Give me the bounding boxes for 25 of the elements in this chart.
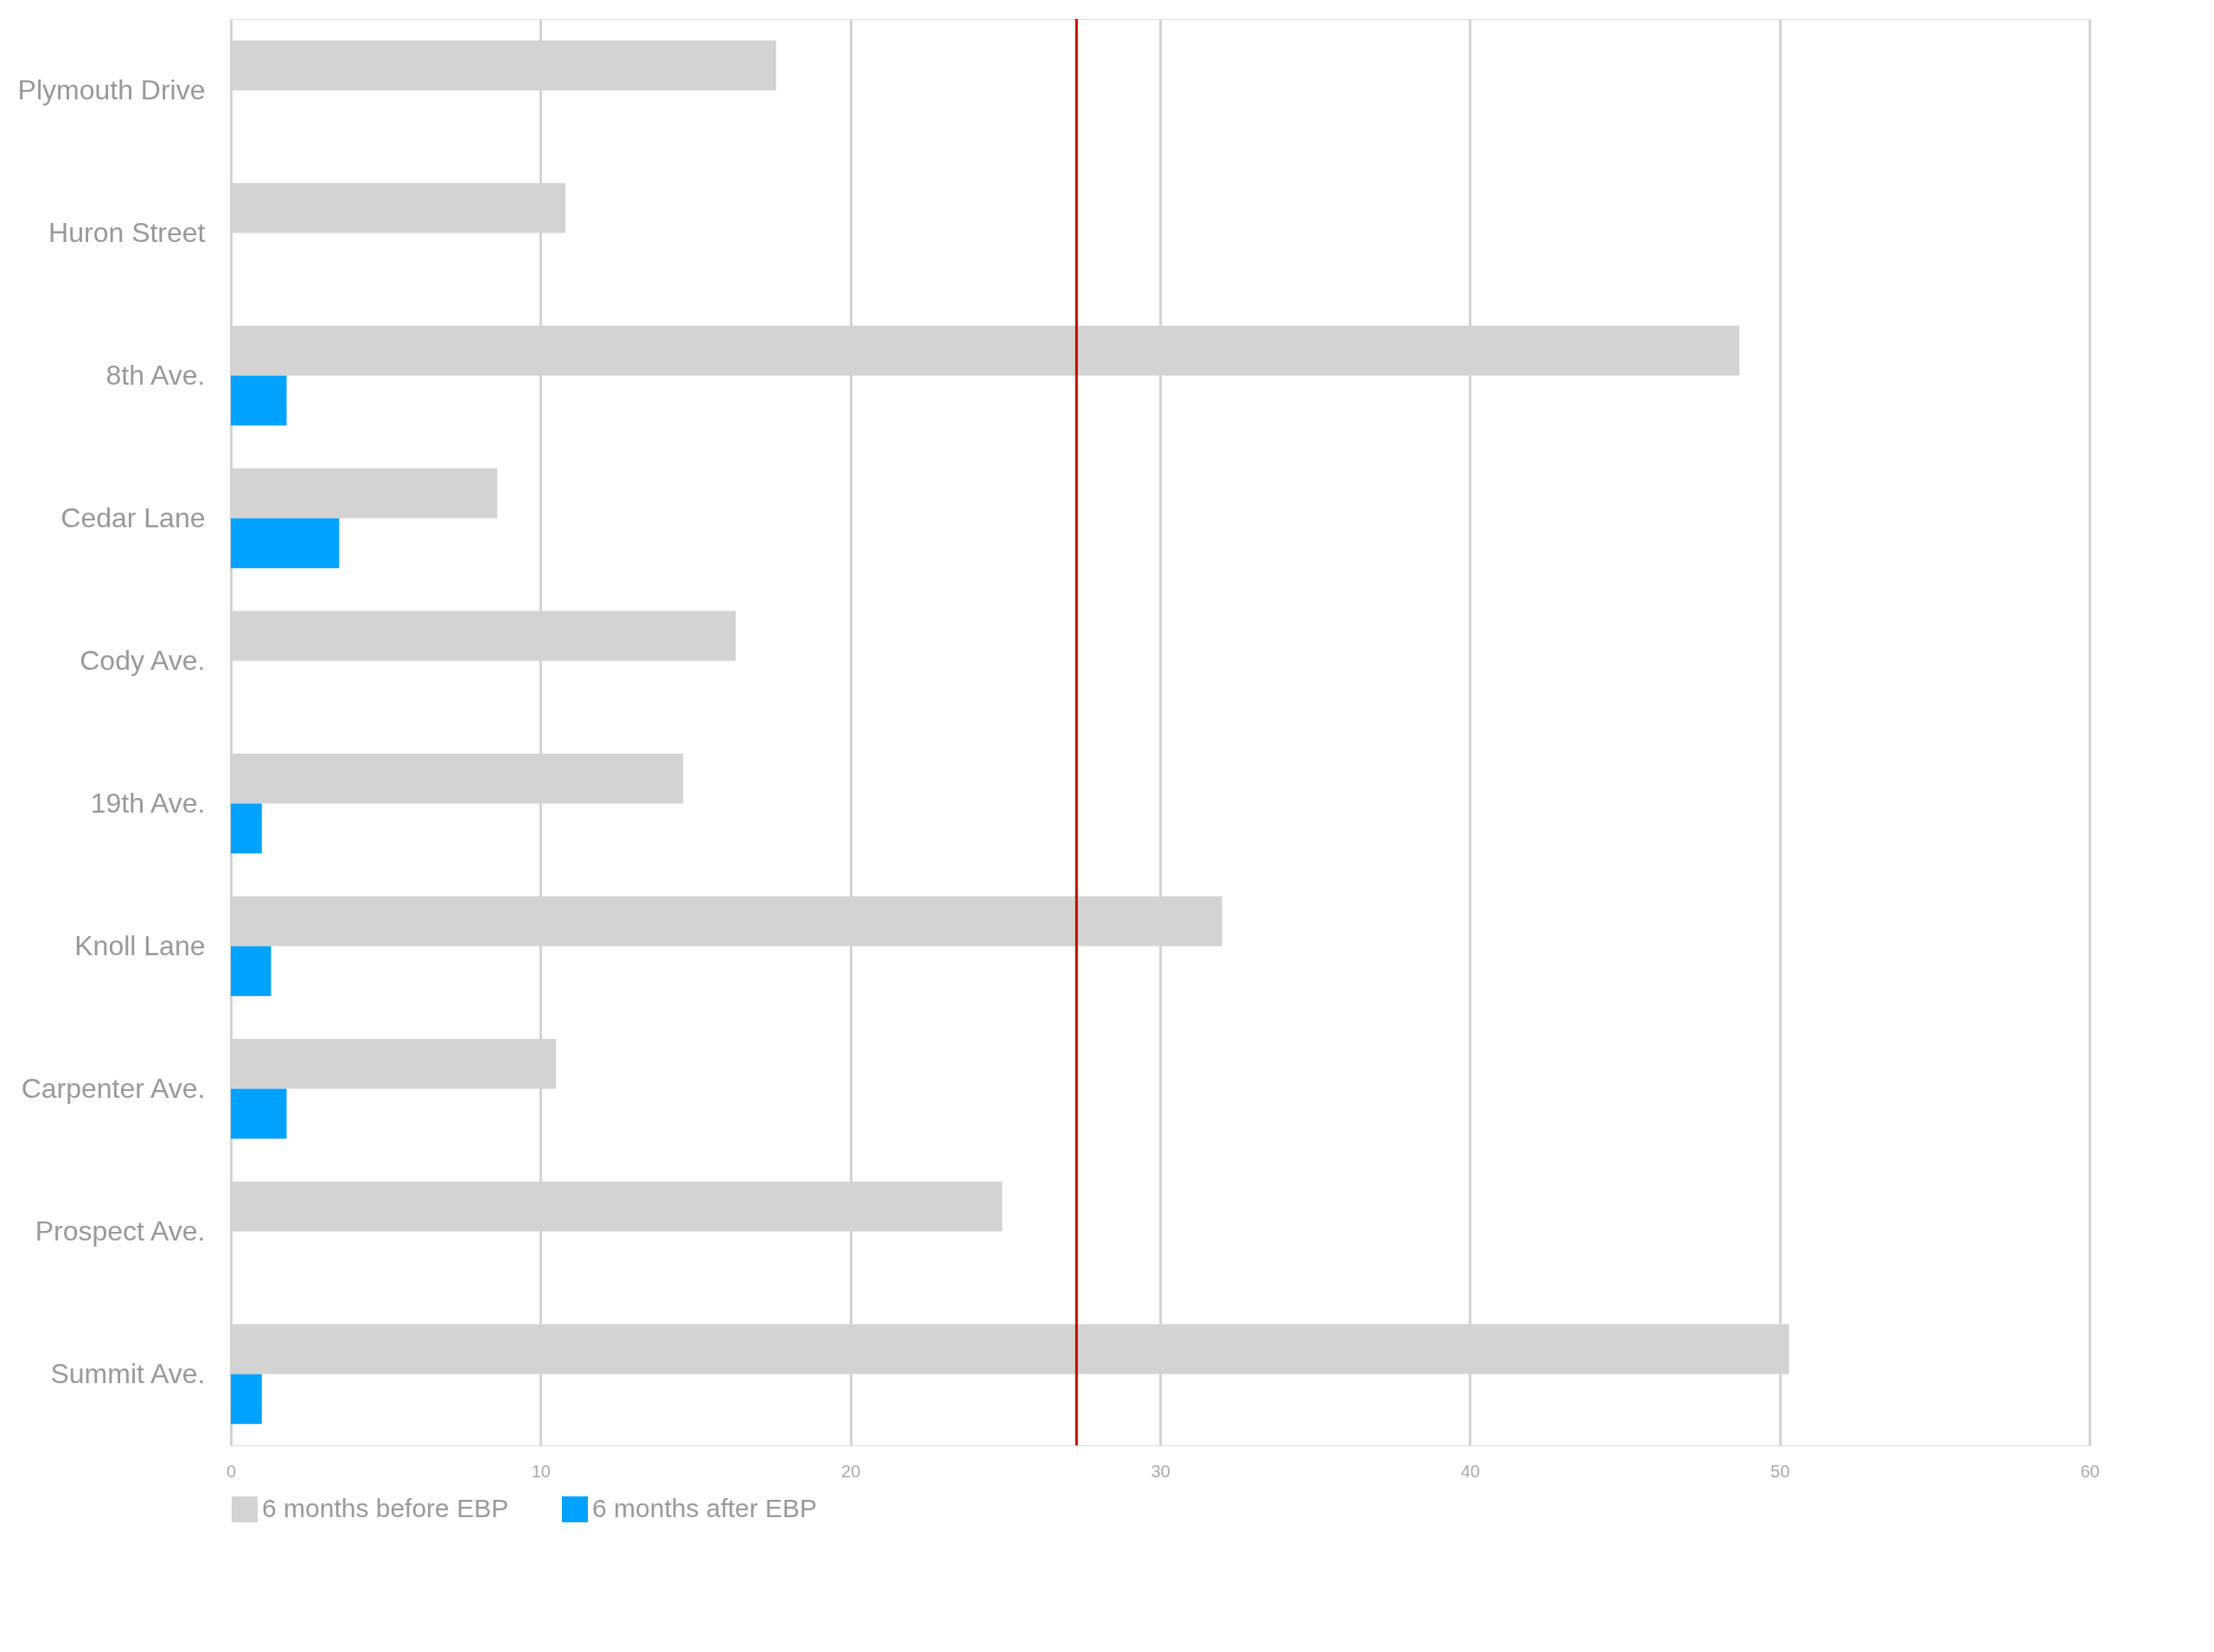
x-tick-label: 0 [226, 1461, 237, 1481]
y-tick-label: Carpenter Ave. [21, 1072, 206, 1104]
legend-label: 6 months after EBP [592, 1494, 818, 1522]
x-tick-label: 10 [531, 1461, 551, 1481]
y-tick-label: Knoll Lane [74, 929, 206, 961]
y-tick-label: Plymouth Drive [17, 73, 206, 105]
y-tick-label: Huron Street [48, 216, 206, 248]
y-tick-label: 8th Ave. [105, 359, 206, 391]
bar [231, 375, 287, 426]
bar [231, 1088, 287, 1139]
bar [231, 946, 271, 997]
x-tick-label: 60 [2080, 1461, 2100, 1481]
y-tick-label: Prospect Ave. [35, 1215, 206, 1247]
bar [231, 518, 340, 569]
x-tick-label: 40 [1460, 1461, 1480, 1481]
x-tick-label: 20 [841, 1461, 861, 1481]
x-tick-label: 30 [1151, 1461, 1171, 1481]
x-tick-label: 50 [1771, 1461, 1790, 1481]
y-tick-label: Cedar Lane [61, 501, 206, 533]
bar [231, 803, 262, 854]
y-tick-label: Cody Ave. [80, 644, 206, 676]
bar [231, 1374, 262, 1425]
y-tick-label: Summit Ave. [50, 1357, 206, 1389]
legend-label: 6 months before EBP [262, 1494, 509, 1522]
y-tick-label: 19th Ave. [90, 787, 206, 819]
